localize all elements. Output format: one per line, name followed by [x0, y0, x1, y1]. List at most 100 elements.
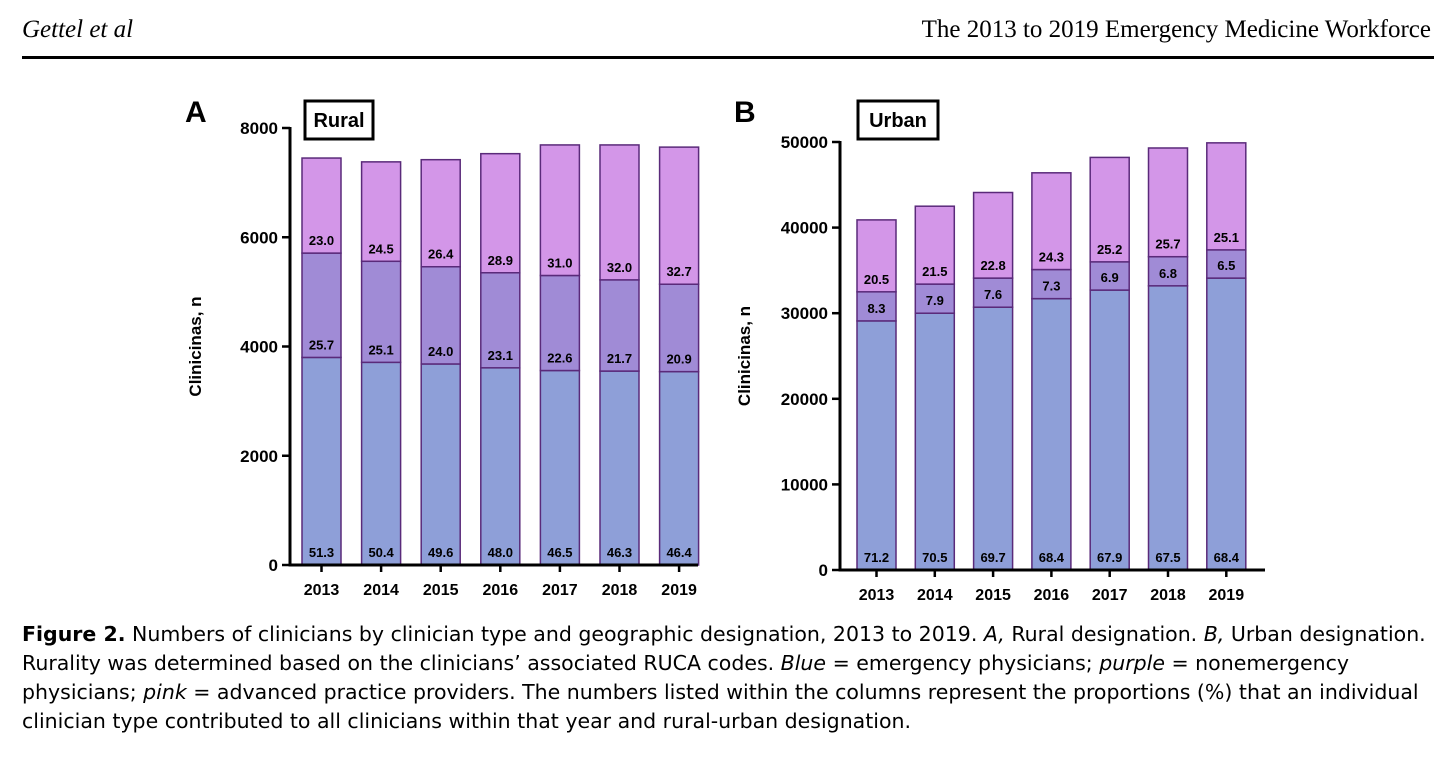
y-tick-label-2000-a: 2000 [240, 447, 278, 466]
bar-emergency-2016-b [1031, 297, 1072, 571]
data-label-emergency-2019-b: 68.4 [1214, 550, 1240, 565]
bar-emergency-2018-b [1147, 285, 1189, 571]
chart-title-box-a [303, 99, 375, 141]
x-tick-label-2018-a: 2018 [602, 582, 638, 599]
bar-emergency-2017-b [1089, 289, 1130, 571]
data-label-emergency-2016-b: 68.4 [1039, 550, 1065, 565]
data-label-nonemergency-2018-b: 6.8 [1159, 266, 1177, 281]
bar-advanced-2018-a [599, 144, 640, 281]
page-header: Gettel et al The 2013 to 2019 Emergency … [0, 0, 1456, 60]
data-label-emergency-2019-a: 46.4 [666, 545, 692, 560]
caption-text-2: Rural designation. [1004, 622, 1204, 646]
data-label-emergency-2016-a: 48.0 [488, 545, 513, 560]
bar-advanced-2016-b [1031, 172, 1072, 271]
data-label-nonemergency-2017-a: 22.6 [547, 351, 572, 366]
data-label-nonemergency-2016-b: 7.3 [1042, 279, 1060, 294]
data-label-emergency-2013-a: 51.3 [309, 545, 334, 560]
data-label-emergency-2015-b: 69.7 [980, 550, 1005, 565]
bar-nonemergency-2015-b [972, 277, 1014, 308]
chart-title-a: Rural [313, 110, 364, 132]
bar-nonemergency-2016-a [480, 272, 521, 369]
x-tick-label-2017-b: 2017 [1092, 587, 1128, 604]
data-label-emergency-2017-b: 67.9 [1097, 550, 1122, 565]
data-label-advanced-2015-a: 26.4 [428, 247, 454, 262]
bar-advanced-2018-b [1147, 147, 1189, 258]
x-tick-label-2016-b: 2016 [1034, 587, 1070, 604]
data-label-advanced-2014-b: 21.5 [922, 264, 947, 279]
data-label-emergency-2013-b: 71.2 [864, 550, 889, 565]
y-tick-label-8000-a: 8000 [240, 119, 278, 138]
caption-blue: Blue [780, 651, 827, 675]
figure-charts: A Rural 51.3 25.7 23.0 2013 50.4 25.1 24.5 2014 49… [185, 96, 1265, 604]
caption-panel-a: A, [983, 622, 1005, 646]
x-tick-label-2019-b: 2019 [1209, 587, 1245, 604]
data-label-advanced-2018-b: 25.7 [1155, 237, 1180, 252]
header-authors: Gettel et al [22, 16, 134, 43]
data-label-emergency-2018-b: 67.5 [1155, 550, 1180, 565]
y-tick-label-0-a: 0 [269, 556, 278, 575]
figure-caption: Figure 2. Numbers of clinicians by clini… [22, 620, 1442, 736]
caption-text-6: = advanced practice providers. The numbe… [22, 680, 1419, 733]
x-tick-label-2015-b: 2015 [975, 587, 1011, 604]
header-title: The 2013 to 2019 Emergency Medicine Work… [921, 16, 1431, 43]
data-label-advanced-2017-a: 31.0 [547, 255, 572, 270]
bar-emergency-2014-a [360, 361, 402, 566]
bar-emergency-2017-a [539, 369, 581, 566]
x-tick-label-2015-a: 2015 [423, 582, 459, 599]
panel-letter-b: B [734, 96, 756, 129]
data-label-emergency-2015-a: 49.6 [428, 545, 453, 560]
bar-emergency-2015-a [420, 363, 461, 566]
bar-advanced-2019-b [1206, 142, 1247, 251]
y-tick-label-4000-a: 4000 [240, 338, 278, 357]
bar-nonemergency-2018-a [599, 279, 640, 372]
data-label-advanced-2016-b: 24.3 [1039, 250, 1064, 265]
y-tick-label-6000-a: 6000 [240, 228, 278, 247]
header-rule [22, 56, 1434, 59]
bar-advanced-2013-a [301, 157, 342, 254]
bar-emergency-2013-b [856, 320, 897, 571]
data-label-advanced-2018-a: 32.0 [607, 260, 632, 275]
bar-advanced-2017-b [1089, 156, 1130, 263]
x-tick-label-2017-a: 2017 [542, 582, 578, 599]
bar-nonemergency-2013-a [301, 252, 342, 359]
bar-advanced-2013-b [856, 219, 897, 293]
chart-title-box-b [856, 99, 940, 141]
data-label-emergency-2014-a: 50.4 [368, 545, 394, 560]
data-label-emergency-2018-a: 46.3 [607, 545, 632, 560]
x-tick-label-2013-b: 2013 [859, 587, 895, 604]
bar-emergency-2019-a [658, 370, 700, 566]
bar-advanced-2014-b [914, 205, 956, 285]
x-tick-label-2016-a: 2016 [483, 582, 519, 599]
x-tick-label-2014-a: 2014 [363, 582, 399, 599]
caption-text-5: = nonemergency physicians; [22, 651, 1349, 704]
data-label-nonemergency-2013-b: 8.3 [867, 301, 885, 316]
y-axis-label-a: Clinicinas, n [186, 296, 205, 396]
data-label-advanced-2013-a: 23.0 [309, 233, 334, 248]
bar-advanced-2017-a [539, 144, 581, 277]
data-label-nonemergency-2017-b: 6.9 [1101, 270, 1119, 285]
x-tick-label-2014-b: 2014 [917, 587, 953, 604]
data-label-nonemergency-2014-a: 25.1 [368, 342, 393, 357]
data-label-advanced-2019-b: 25.1 [1214, 230, 1239, 245]
caption-panel-b: B, [1203, 622, 1225, 646]
bar-emergency-2013-a [301, 356, 342, 566]
bar-advanced-2014-a [360, 161, 402, 263]
x-tick-label-2019-a: 2019 [661, 582, 697, 599]
data-label-nonemergency-2015-a: 24.0 [428, 344, 453, 359]
caption-purple: purple [1099, 651, 1165, 675]
y-tick-label-30000-b: 30000 [781, 304, 828, 323]
data-label-nonemergency-2018-a: 21.7 [607, 351, 632, 366]
data-label-nonemergency-2016-a: 23.1 [488, 348, 513, 363]
bar-nonemergency-2017-a [539, 274, 581, 372]
bar-emergency-2014-b [914, 312, 956, 571]
chart-title-b: Urban [869, 110, 927, 132]
data-label-nonemergency-2019-a: 20.9 [666, 352, 691, 367]
panel-letter-a: A [185, 96, 207, 129]
bar-emergency-2019-b [1206, 277, 1247, 571]
data-label-nonemergency-2014-b: 7.9 [926, 293, 944, 308]
bar-nonemergency-2015-a [420, 265, 461, 365]
x-tick-label-2018-b: 2018 [1150, 587, 1186, 604]
caption-text-1: Numbers of clinicians by clinician type … [125, 622, 984, 646]
data-label-nonemergency-2019-b: 6.5 [1217, 258, 1235, 273]
data-label-advanced-2019-a: 32.7 [666, 264, 691, 279]
